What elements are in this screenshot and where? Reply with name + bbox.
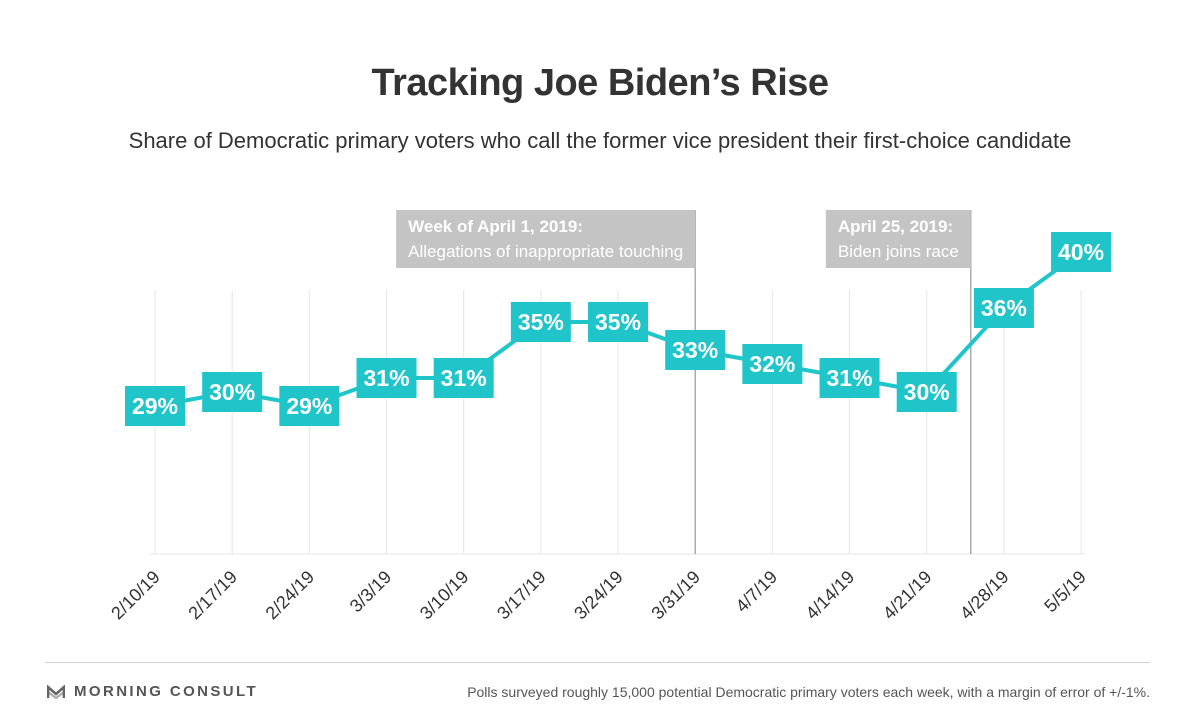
footer-divider <box>45 662 1150 663</box>
data-point: 36% <box>973 288 1034 328</box>
data-point: 35% <box>510 302 571 342</box>
annotation-box <box>396 210 696 268</box>
x-tick-label: 3/3/19 <box>346 567 396 617</box>
data-label: 31% <box>827 365 873 391</box>
data-point: 31% <box>433 358 494 398</box>
data-label-box <box>356 358 417 398</box>
x-tick-label: 2/17/19 <box>184 567 241 624</box>
data-label-box <box>588 302 649 342</box>
data-label-box <box>819 358 880 398</box>
data-label: 30% <box>904 379 950 405</box>
data-point: 32% <box>742 344 803 384</box>
data-point: 30% <box>896 372 957 412</box>
data-point: 40% <box>1051 232 1112 272</box>
data-label: 30% <box>209 379 255 405</box>
data-point: 29% <box>279 386 340 426</box>
brand-name: MORNING CONSULT <box>74 683 259 700</box>
annotation-date: Week of April 1, 2019: <box>408 217 583 236</box>
annotation-date: April 25, 2019: <box>838 217 953 236</box>
morning-consult-logo-icon <box>47 684 65 699</box>
data-label-box <box>510 302 571 342</box>
data-label: 35% <box>595 309 641 335</box>
data-label-box <box>665 330 726 370</box>
x-tick-label: 3/24/19 <box>570 567 627 624</box>
data-label-box <box>742 344 803 384</box>
data-label-box <box>433 358 494 398</box>
chart-title: Tracking Joe Biden’s Rise <box>371 62 829 104</box>
x-tick-label: 4/7/19 <box>732 567 782 617</box>
x-tick-label: 2/24/19 <box>262 567 319 624</box>
data-point: 33% <box>665 330 726 370</box>
data-point: 31% <box>819 358 880 398</box>
data-point: 35% <box>588 302 649 342</box>
data-label-box <box>279 386 340 426</box>
data-label-box <box>1051 232 1112 272</box>
data-label: 36% <box>981 295 1027 321</box>
brand-logo: MORNING CONSULT <box>47 683 258 700</box>
annotation-box <box>825 210 971 268</box>
data-point: 29% <box>125 386 185 426</box>
x-tick-label: 3/10/19 <box>416 567 473 624</box>
x-tick-label: 5/5/19 <box>1040 567 1090 617</box>
data-label-box <box>125 386 185 426</box>
x-tick-label: 4/28/19 <box>956 567 1013 624</box>
data-label-box <box>973 288 1034 328</box>
data-label-box <box>896 372 957 412</box>
data-label: 33% <box>672 337 718 363</box>
event-annotation: April 25, 2019: Biden joins race <box>825 210 972 554</box>
annotation-text: Allegations of inappropriate touching <box>408 242 683 261</box>
x-tick-label: 4/14/19 <box>802 567 859 624</box>
data-point: 30% <box>202 372 263 412</box>
methodology-note: Polls surveyed roughly 15,000 potential … <box>467 684 1150 700</box>
line-chart: Week of April 1, 2019: Allegations of ina… <box>107 210 1112 624</box>
data-label: 29% <box>132 393 178 419</box>
data-label: 32% <box>749 351 795 377</box>
data-label-box <box>202 372 263 412</box>
data-label: 40% <box>1058 239 1104 265</box>
x-tick-label: 4/21/19 <box>879 567 936 624</box>
x-tick-label: 2/10/19 <box>107 567 164 624</box>
event-annotation: Week of April 1, 2019: Allegations of ina… <box>396 210 696 554</box>
data-point: 31% <box>356 358 417 398</box>
x-tick-label: 3/17/19 <box>493 567 550 624</box>
data-label: 31% <box>441 365 487 391</box>
annotation-text: Biden joins race <box>838 242 959 261</box>
chart-subtitle: Share of Democratic primary voters who c… <box>128 128 1072 153</box>
data-label: 35% <box>518 309 564 335</box>
x-tick-label: 3/31/19 <box>647 567 704 624</box>
data-label: 29% <box>286 393 332 419</box>
data-label: 31% <box>363 365 409 391</box>
